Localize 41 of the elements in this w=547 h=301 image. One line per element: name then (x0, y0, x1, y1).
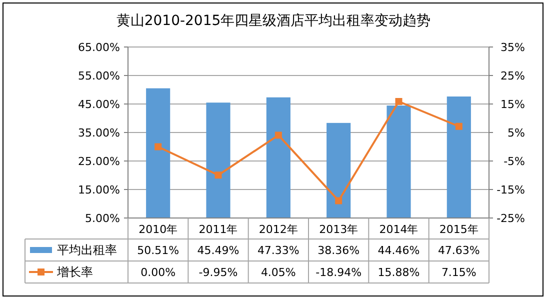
data-label: 50.51% (137, 244, 180, 257)
point (335, 197, 342, 204)
x-tick-label: 2013年 (319, 223, 358, 236)
y-tick-label: 5.00% (85, 212, 120, 225)
data-label: 4.05% (260, 266, 296, 279)
y2-tick-label: 5% (508, 126, 525, 140)
y-tick-label: 15.00% (78, 184, 120, 196)
x-tick-label: 2011年 (198, 223, 238, 236)
y2-tick-label: -5% (504, 155, 525, 168)
data-label: -9.95% (198, 266, 238, 279)
point (395, 98, 402, 105)
y-tick-label: 35.00% (78, 126, 120, 140)
y2-tick-label: -15% (496, 184, 525, 196)
point (274, 132, 282, 139)
data-label: 7.15% (441, 266, 476, 279)
y2-tick-label: 25% (500, 70, 525, 82)
point (455, 122, 462, 130)
data-label: -18.94% (316, 266, 362, 279)
data-label: 15.88% (378, 266, 420, 279)
data-label: 45.49% (197, 244, 240, 257)
y2-tick-label: -25% (496, 212, 525, 225)
x-tick-label: 2012年 (258, 223, 298, 236)
data-label: 47.63% (438, 244, 480, 257)
data-label: 44.46% (378, 244, 420, 257)
x-tick-label: 2014年 (379, 223, 418, 236)
data-label: 47.33% (257, 244, 300, 257)
y-tick-label: 45.00% (78, 98, 120, 111)
y2-tick-label: 15% (500, 98, 525, 111)
legend-label: 平均出租率 (57, 243, 117, 257)
x-tick-label: 2015年 (439, 223, 478, 236)
data-label: 38.36% (318, 244, 360, 257)
y-tick-label: 65.00% (78, 41, 120, 54)
chart-title: 黄山2010-2015年四星级酒店平均出租率变动趋势 (116, 13, 431, 29)
y-tick-label: 55.00% (78, 70, 120, 82)
point (214, 172, 222, 179)
x-tick-label: 2010年 (138, 223, 178, 236)
legend-label: 增长率 (56, 265, 93, 279)
y2-tick-label: 35% (500, 41, 525, 54)
y-tick-label: 25.00% (78, 155, 120, 168)
point (154, 143, 162, 150)
data-label: 0.00% (140, 266, 176, 279)
